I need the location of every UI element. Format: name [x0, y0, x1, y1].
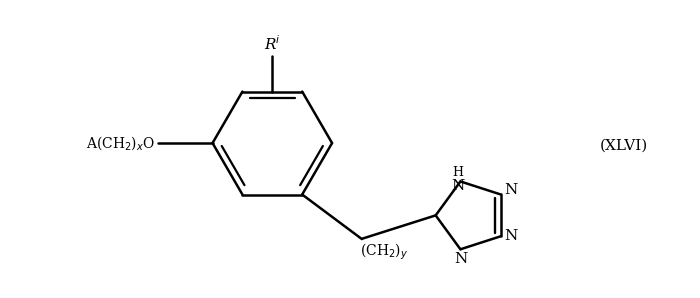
Text: A(CH$_2$)$_x$O: A(CH$_2$)$_x$O: [85, 134, 155, 152]
Text: R$^i$: R$^i$: [264, 34, 281, 53]
Text: N: N: [505, 184, 518, 198]
Text: N: N: [505, 229, 518, 243]
Text: (CH$_2$)$_y$: (CH$_2$)$_y$: [360, 242, 408, 262]
Text: H: H: [452, 167, 463, 179]
Text: N: N: [454, 252, 467, 266]
Text: (XLVI): (XLVI): [600, 139, 648, 153]
Text: N: N: [451, 179, 464, 193]
